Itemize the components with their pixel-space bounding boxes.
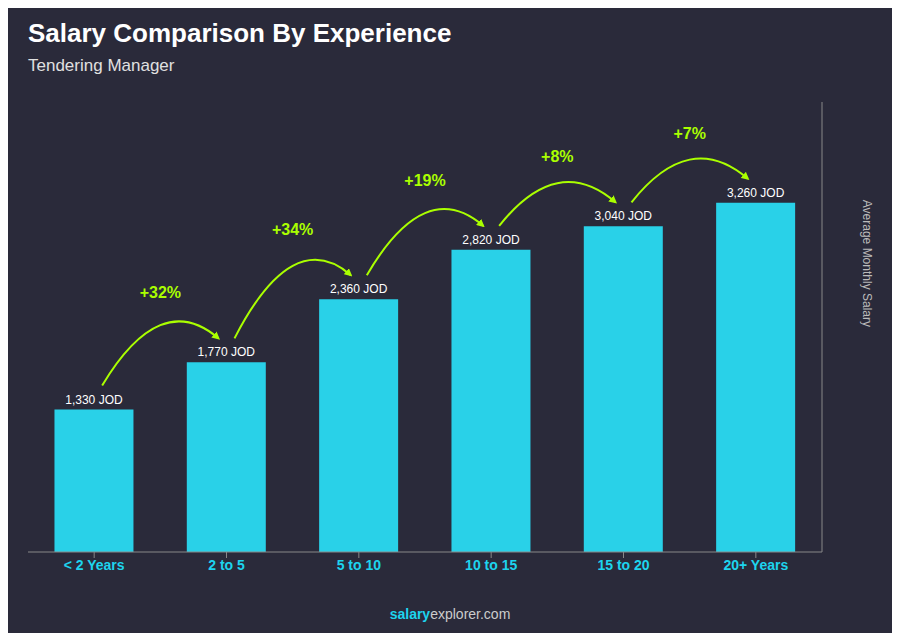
svg-text:< 2 Years: < 2 Years — [64, 557, 125, 573]
svg-text:+8%: +8% — [541, 148, 573, 165]
svg-text:+7%: +7% — [673, 125, 705, 142]
svg-text:1,770 JOD: 1,770 JOD — [198, 345, 256, 359]
svg-text:10 to 15: 10 to 15 — [465, 557, 517, 573]
svg-text:Average Monthly Salary: Average Monthly Salary — [860, 200, 874, 327]
html-text:Salary Comparison By Experienc: Salary Comparison By Experience — [28, 18, 452, 48]
svg-text:+19%: +19% — [404, 172, 445, 189]
svg-text:2 to 5: 2 to 5 — [208, 557, 245, 573]
svg-text:+34%: +34% — [272, 221, 313, 238]
svg-text:5 to 10: 5 to 10 — [337, 557, 382, 573]
svg-text:3,040 JOD: 3,040 JOD — [595, 209, 653, 223]
svg-text:3,260 JOD: 3,260 JOD — [727, 186, 785, 200]
html-text:Tendering Manager: Tendering Manager — [28, 56, 175, 75]
svg-text:1,330 JOD: 1,330 JOD — [65, 393, 123, 407]
svg-text:20+ Years: 20+ Years — [723, 557, 788, 573]
svg-text:15 to 20: 15 to 20 — [597, 557, 649, 573]
svg-text:+32%: +32% — [140, 284, 181, 301]
svg-text:2,820 JOD: 2,820 JOD — [462, 233, 520, 247]
svg-text:2,360 JOD: 2,360 JOD — [330, 282, 388, 296]
html-text:salary explorer.com: salary explorer.com — [389, 606, 511, 622]
